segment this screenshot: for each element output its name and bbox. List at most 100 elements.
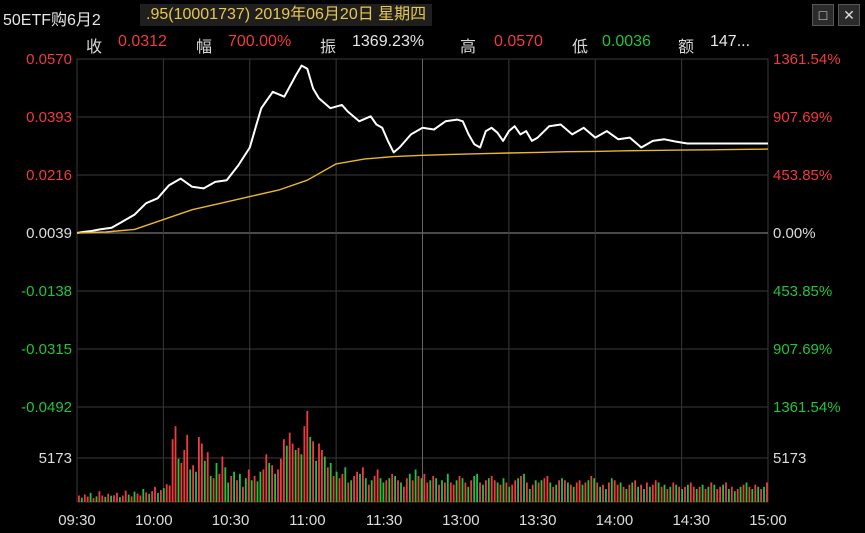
volume-bar — [602, 484, 604, 502]
volume-bars — [78, 411, 768, 503]
volume-bar — [564, 480, 566, 502]
volume-bar — [505, 482, 508, 502]
volume-bar — [423, 473, 426, 502]
volume-bar — [277, 469, 279, 502]
volume-bar — [192, 465, 194, 502]
y-right-tick-label: 0.00% — [773, 225, 816, 242]
volume-bar — [637, 486, 639, 502]
volume-bar — [619, 482, 622, 502]
volume-bar — [654, 480, 657, 502]
volume-bar — [646, 482, 648, 502]
volume-bar — [555, 484, 558, 502]
volume-bar — [329, 463, 332, 502]
volume-bar — [581, 484, 584, 502]
volume-bar — [763, 486, 765, 502]
volume-bar — [274, 473, 276, 502]
volume-bar — [736, 489, 739, 502]
restore-icon[interactable]: □ — [812, 4, 834, 26]
volume-bar — [119, 497, 121, 502]
y-left-tick-label: -0.0315 — [21, 341, 72, 358]
volume-bar — [160, 490, 162, 502]
volume-bar — [397, 480, 399, 502]
volume-bar — [268, 463, 271, 502]
volume-bar — [253, 476, 256, 502]
volume-bar — [98, 491, 101, 502]
volume-bar — [610, 478, 613, 502]
volume-bar — [230, 476, 233, 502]
volume-bar — [631, 482, 634, 502]
volume-bar — [701, 484, 704, 502]
high-label: 高 — [460, 39, 477, 56]
volume-bar — [578, 480, 581, 502]
price-line — [76, 64, 768, 234]
volume-bar — [133, 491, 136, 502]
volume-bar — [247, 469, 250, 502]
volume-bar — [195, 471, 197, 502]
y-left-tick-label: 0.0039 — [26, 225, 72, 242]
volume-bar — [640, 484, 642, 502]
volume-bar — [107, 493, 110, 502]
y-right-tick-label: 1361.54% — [773, 51, 841, 68]
close-icon[interactable]: ✕ — [838, 4, 860, 26]
volume-bar — [766, 482, 768, 502]
volume-bar — [628, 484, 631, 502]
volume-bar — [162, 488, 165, 502]
volume-bar — [379, 478, 382, 502]
low-label: 低 — [572, 39, 589, 56]
volume-bar — [95, 496, 98, 502]
volume-bar — [695, 489, 698, 502]
volume-bar — [318, 443, 320, 502]
y-left-tick-label: 0.0570 — [26, 51, 72, 68]
volume-bar — [121, 495, 124, 502]
volume-bar — [312, 441, 314, 502]
volume-bar — [575, 482, 578, 502]
volume-bar — [209, 476, 212, 502]
volume-bar — [394, 476, 396, 502]
volume-bar — [233, 471, 235, 502]
volume-bar — [452, 484, 455, 502]
y-right-tick-label: 453.85% — [773, 283, 832, 300]
volume-bar — [751, 489, 754, 502]
amplitude-label: 幅 — [196, 39, 213, 56]
volume-bar — [722, 484, 724, 502]
volume-bar — [373, 476, 376, 502]
volume-bar — [596, 482, 599, 502]
volume-bar — [725, 482, 727, 502]
volume-bar — [490, 476, 493, 502]
volume-bar — [672, 482, 675, 502]
volume-bar — [86, 496, 89, 502]
volume-bar — [567, 482, 569, 502]
volume-bar — [203, 460, 206, 502]
volume-bar — [666, 489, 669, 502]
x-tick-label: 14:30 — [672, 512, 710, 529]
volume-bar — [124, 490, 127, 502]
volume-bar — [543, 478, 546, 502]
y-left-tick-label: 0.0216 — [26, 167, 72, 184]
volume-bar — [625, 489, 628, 502]
x-tick-label: 10:00 — [135, 512, 173, 529]
volume-bar — [698, 486, 701, 502]
volume-bar — [520, 476, 522, 502]
x-tick-label: 09:30 — [58, 512, 96, 529]
volume-bar — [288, 432, 291, 502]
volume-bar — [212, 478, 215, 502]
volume-bar — [189, 469, 192, 502]
volume-bar — [707, 486, 710, 502]
volume-bar — [584, 482, 587, 502]
volume-bar — [127, 494, 130, 502]
volume-bar — [400, 482, 402, 502]
volume-bar — [441, 480, 443, 502]
x-tick-label: 13:30 — [519, 512, 557, 529]
volume-bar — [675, 484, 678, 502]
y-left-tick-label: -0.0138 — [21, 283, 72, 300]
volume-bar — [476, 473, 478, 502]
volume-bar — [590, 476, 593, 502]
volume-bar — [605, 489, 607, 502]
x-tick-label: 14:00 — [596, 512, 634, 529]
volume-bar — [663, 484, 666, 502]
volume-bar — [458, 476, 461, 502]
volume-bar — [552, 486, 555, 502]
volume-bar — [444, 482, 446, 502]
volume-bar — [561, 478, 563, 502]
